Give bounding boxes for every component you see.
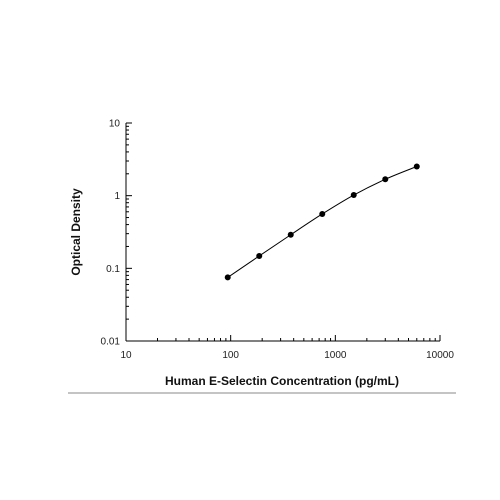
x-tick-label: 10 xyxy=(120,350,132,361)
y-tick-label: 0.01 xyxy=(101,337,121,348)
x-axis-title: Human E-Selectin Concentration (pg/mL) xyxy=(165,374,399,388)
y-tick-label: 10 xyxy=(109,119,121,130)
data-point xyxy=(287,231,294,238)
x-tick-label: 1000 xyxy=(324,350,347,361)
y-tick-label: 1 xyxy=(114,191,120,202)
data-point xyxy=(224,274,231,281)
data-point xyxy=(350,192,357,199)
data-point xyxy=(256,252,263,259)
x-tick-label: 100 xyxy=(222,350,239,361)
x-tick-label: 10000 xyxy=(426,350,454,361)
y-tick-label: 0.1 xyxy=(106,264,120,275)
data-point xyxy=(382,176,389,183)
data-point xyxy=(413,163,420,170)
plot-area: 10 100 1000 10000 10 1 0.1 0.01 xyxy=(101,119,455,362)
fit-curve xyxy=(227,166,417,278)
data-point xyxy=(319,210,326,217)
y-axis-title: Optical Density xyxy=(69,188,83,276)
